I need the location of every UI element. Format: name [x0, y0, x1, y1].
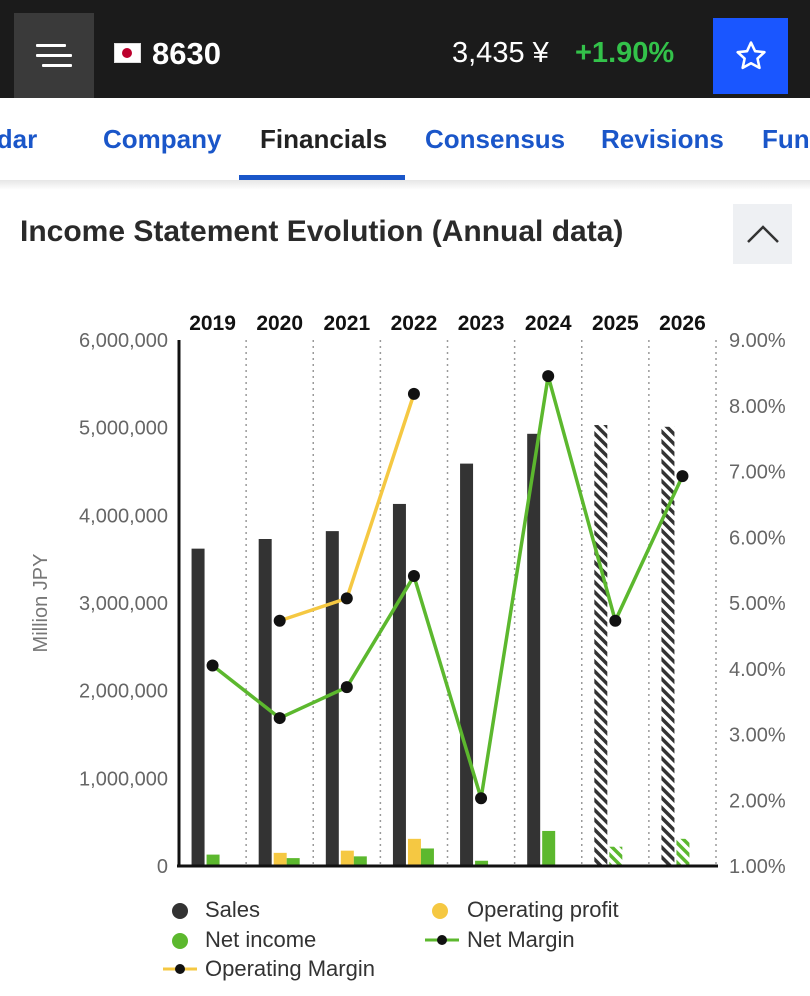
operating-margin-point [407, 387, 420, 400]
left-axis-tick-label: 4,000,000 [79, 505, 168, 527]
y-axis-label: Million JPY [30, 554, 52, 653]
active-tab-indicator [239, 175, 405, 180]
ticker-symbol: 8630 [152, 36, 221, 71]
legend-sales-marker [172, 903, 188, 919]
sales-bar [325, 531, 339, 866]
net-margin-point [407, 570, 420, 583]
sales-bar [594, 425, 608, 866]
left-axis-tick-label: 6,000,000 [79, 330, 168, 352]
net-income-bar [286, 858, 300, 866]
net-income-bar [609, 846, 623, 866]
legend-operating-profit: Operating profit [467, 897, 619, 922]
year-label: 2025 [592, 312, 639, 335]
right-axis-tick-label: 8.00% [729, 396, 786, 418]
right-axis-tick-label: 4.00% [729, 659, 786, 681]
year-label: 2024 [525, 312, 572, 335]
operating-profit-bar [273, 852, 287, 866]
year-label: 2019 [189, 312, 236, 335]
year-label: 2023 [458, 312, 505, 335]
right-axis-tick-label: 3.00% [729, 725, 786, 747]
net-margin-point [475, 792, 488, 805]
japan-flag-icon [114, 43, 141, 63]
right-axis-tick-label: 6.00% [729, 527, 786, 549]
sales-bar [392, 503, 406, 866]
net-margin-point [206, 659, 219, 672]
year-label: 2026 [659, 312, 706, 335]
left-axis-tick-label: 0 [157, 856, 168, 878]
top-bar: 8630 3,435 ¥ +1.90% [0, 0, 810, 98]
sales-bar [258, 539, 272, 866]
year-label: 2021 [323, 312, 370, 335]
menu-button[interactable] [14, 13, 94, 98]
tab-calendar[interactable]: Calendar [0, 124, 38, 154]
operating-margin-point [340, 592, 353, 605]
collapse-button[interactable] [733, 204, 792, 264]
legend-sales: Sales [205, 897, 261, 922]
net-margin-line [211, 374, 685, 801]
tab-company[interactable]: Company [103, 124, 222, 154]
watchlist-button[interactable] [713, 18, 788, 94]
net-margin-point [542, 370, 555, 383]
tab-bar: Calendar Company Financials Consensus Re… [0, 98, 810, 180]
net-income-bar [353, 856, 367, 866]
year-label: 2020 [256, 312, 303, 335]
operating-margin-point [273, 614, 286, 627]
legend-operating-profit-marker [432, 903, 448, 919]
net-income-bar [475, 860, 489, 866]
net-income-bar [542, 830, 556, 866]
legend-operating-margin: Operating Margin [205, 956, 375, 981]
sales-bar [527, 433, 541, 866]
right-axis-tick-label: 5.00% [729, 593, 786, 615]
tab-revisions[interactable]: Revisions [601, 124, 724, 154]
tab-fundamentals[interactable]: Fundamentals [762, 124, 810, 154]
left-axis-tick-label: 2,000,000 [79, 681, 168, 703]
net-margin-point [609, 614, 622, 627]
price-change: +1.90% [575, 37, 675, 69]
stock-price: 3,435 ¥ [452, 37, 549, 69]
legend-net-margin-marker [425, 935, 459, 945]
hamburger-icon [36, 43, 72, 68]
legend-net-income: Net income [205, 927, 317, 952]
right-axis-tick-label: 7.00% [729, 462, 786, 484]
year-label: 2022 [391, 312, 438, 335]
net-income-bar [206, 854, 220, 866]
tab-bar-shadow [0, 180, 810, 190]
income-statement-chart: 0 1,000,000 2,000,000 3,000,000 4,000,000 5,0… [30, 312, 786, 878]
operating-profit-bar [407, 838, 421, 866]
left-axis-tick-label: 5,000,000 [79, 418, 168, 440]
net-margin-point [273, 712, 286, 725]
net-income-bar [420, 848, 434, 866]
chevron-up-icon [746, 225, 779, 243]
net-income-bar [676, 838, 690, 866]
section-title: Income Statement Evolution (Annual data) [20, 215, 624, 248]
net-margin-point [676, 470, 689, 483]
tab-financials[interactable]: Financials [260, 124, 388, 154]
sales-bar [661, 426, 675, 866]
left-axis-tick-label: 3,000,000 [79, 593, 168, 615]
net-margin-point [340, 681, 353, 694]
right-axis-tick-label: 1.00% [729, 856, 786, 878]
right-axis-tick-label: 9.00% [729, 330, 786, 352]
sales-bar [191, 548, 205, 866]
legend-net-income-marker [172, 933, 188, 949]
tab-consensus[interactable]: Consensus [425, 124, 566, 154]
left-axis-tick-label: 1,000,000 [79, 768, 168, 790]
operating-profit-bar [340, 850, 354, 866]
star-icon [735, 41, 766, 70]
legend-operating-margin-marker [163, 964, 197, 974]
sales-bar [460, 463, 474, 866]
right-axis-tick-label: 2.00% [729, 790, 786, 812]
legend-net-margin: Net Margin [467, 927, 575, 952]
